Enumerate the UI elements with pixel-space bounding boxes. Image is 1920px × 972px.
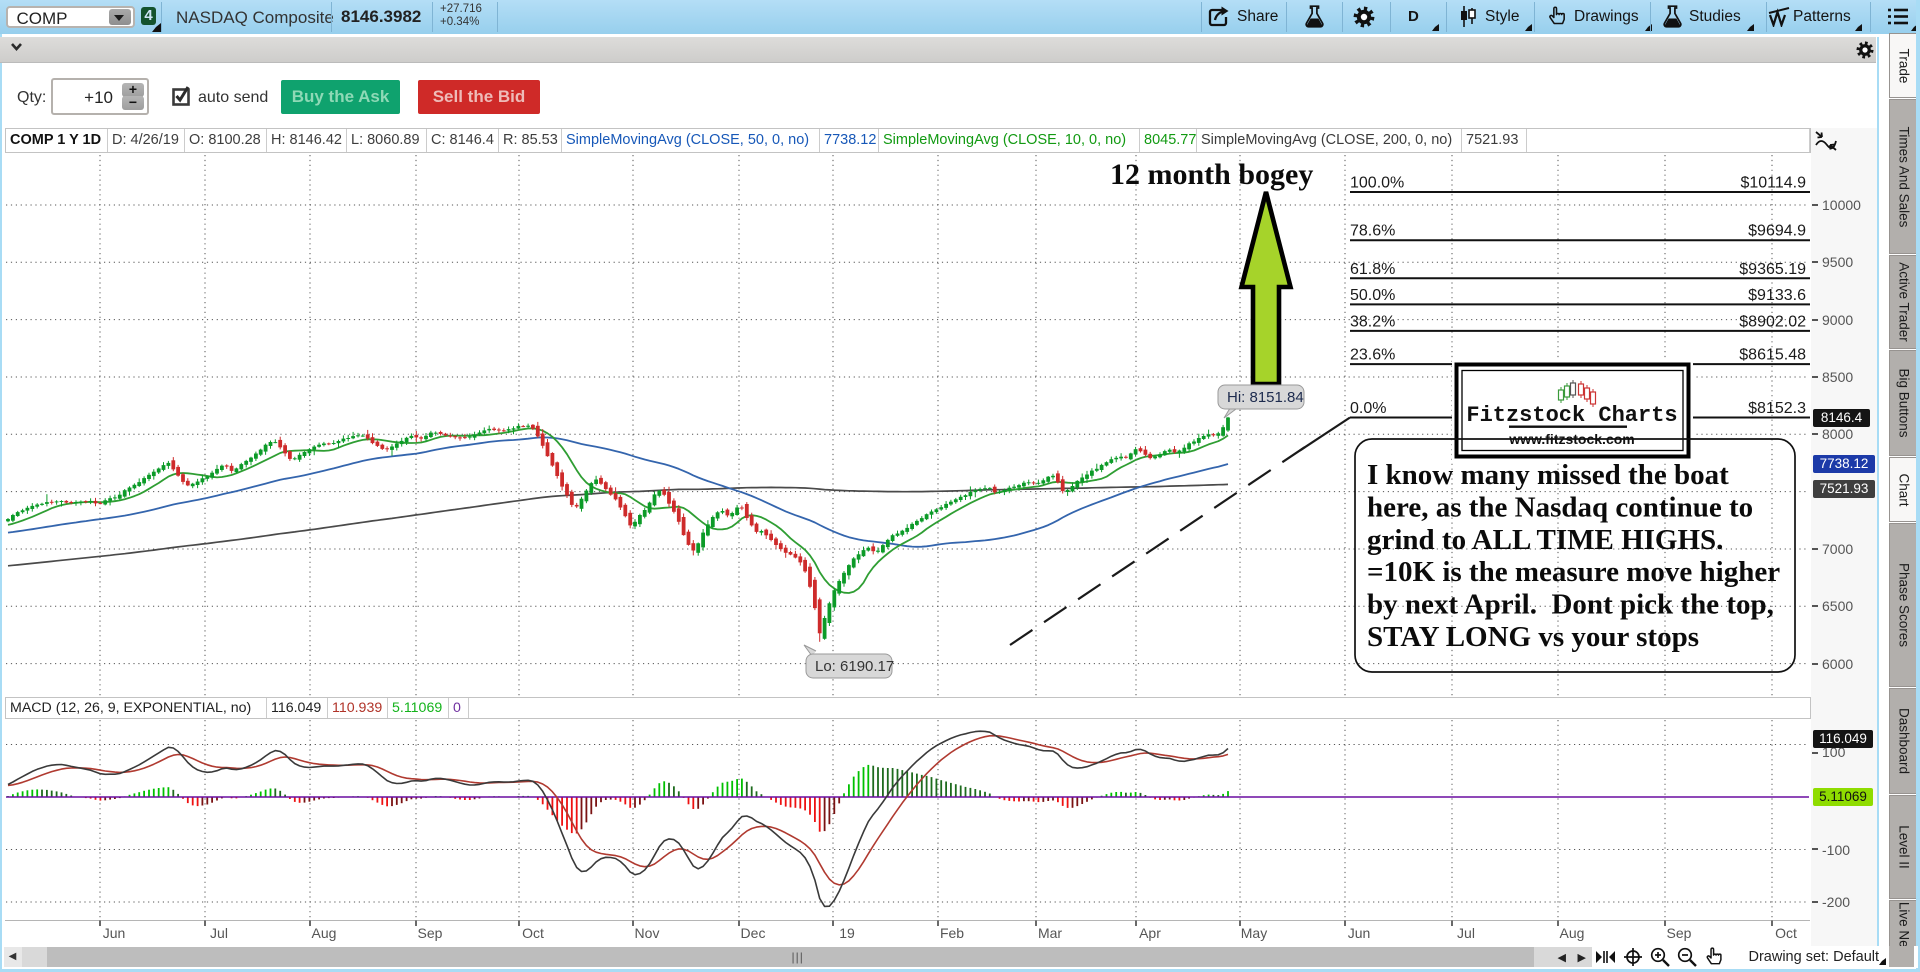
svg-text:61.8%: 61.8% (1350, 261, 1395, 278)
svg-text:Jul: Jul (1457, 925, 1475, 941)
svg-text:23.6%: 23.6% (1350, 347, 1395, 364)
svg-text:May: May (1241, 925, 1267, 941)
svg-text:Mar: Mar (1038, 925, 1062, 941)
svg-text:by next April. Dont pick the: by next April. Dont pick the top, (1367, 589, 1774, 621)
svg-text:Aug: Aug (312, 925, 337, 941)
svg-text:Sep: Sep (1667, 925, 1692, 941)
svg-text:Sep: Sep (418, 925, 443, 941)
svg-text:Jun: Jun (1348, 925, 1371, 941)
svg-text:$9694.9: $9694.9 (1748, 223, 1806, 240)
svg-text:=10K is the measure move highe: =10K is the measure move higher (1367, 556, 1780, 588)
svg-text:Apr: Apr (1139, 925, 1161, 941)
svg-text:38.2%: 38.2% (1350, 313, 1395, 330)
svg-text:$9365.19: $9365.19 (1739, 261, 1806, 278)
svg-text:Dec: Dec (741, 925, 766, 941)
svg-text:$8152.3: $8152.3 (1748, 400, 1806, 417)
svg-text:I know many missed the boat: I know many missed the boat (1367, 459, 1729, 491)
svg-text:Feb: Feb (940, 925, 964, 941)
svg-text:Nov: Nov (635, 925, 660, 941)
svg-text:Jun: Jun (103, 925, 126, 941)
svg-text:Jul: Jul (210, 925, 228, 941)
svg-text:Hi: 8151.84: Hi: 8151.84 (1227, 389, 1304, 406)
svg-text:Lo: 6190.17: Lo: 6190.17 (815, 658, 894, 675)
svg-text:STAY LONG vs your stops: STAY LONG vs your stops (1367, 621, 1699, 653)
svg-text:50.0%: 50.0% (1350, 287, 1395, 304)
svg-text:Oct: Oct (1775, 925, 1797, 941)
svg-text:12 month bogey: 12 month bogey (1110, 158, 1313, 191)
svg-text:$8902.02: $8902.02 (1739, 313, 1806, 330)
svg-text:here, as the Nasdaq continue t: here, as the Nasdaq continue to (1367, 491, 1753, 523)
svg-text:$8615.48: $8615.48 (1739, 347, 1806, 364)
svg-text:Oct: Oct (522, 925, 544, 941)
svg-text:100.0%: 100.0% (1350, 175, 1404, 192)
svg-text:$9133.6: $9133.6 (1748, 287, 1806, 304)
svg-text:19: 19 (839, 925, 855, 941)
svg-text:78.6%: 78.6% (1350, 223, 1395, 240)
svg-text:$10114.9: $10114.9 (1740, 175, 1806, 192)
svg-text:grind to ALL TIME HIGHS.: grind to ALL TIME HIGHS. (1367, 524, 1723, 556)
svg-text:Aug: Aug (1560, 925, 1585, 941)
svg-text:0.0%: 0.0% (1350, 400, 1386, 417)
svg-text:Fitzstock Charts: Fitzstock Charts (1466, 403, 1677, 428)
